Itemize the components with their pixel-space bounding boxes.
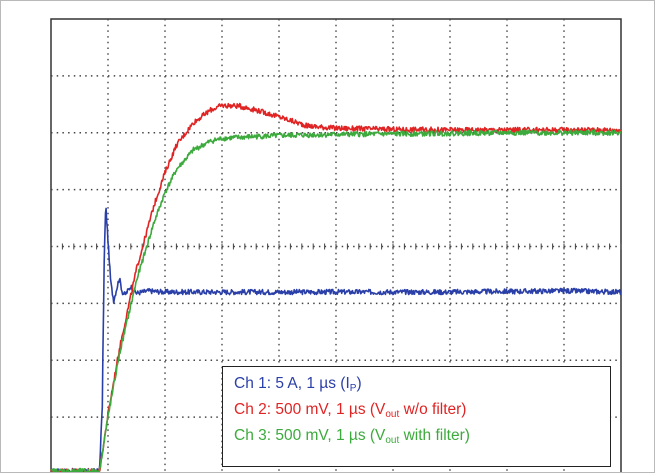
legend-entry-ch1: Ch 1: 5 A, 1 µs (IP) <box>234 373 610 399</box>
legend-ch1-sub: P <box>349 383 357 394</box>
trace-ch1 <box>50 207 622 472</box>
trace-ch2 <box>50 102 622 472</box>
legend-ch1-prefix: Ch 1: 5 A, 1 µs (I <box>234 375 350 392</box>
legend-ch3-suffix: with filter) <box>399 427 470 444</box>
legend-entry-ch2: Ch 2: 500 mV, 1 µs (Vout w/o filter) <box>234 399 610 425</box>
legend: Ch 1: 5 A, 1 µs (IP) Ch 2: 500 mV, 1 µs … <box>222 366 611 467</box>
legend-entry-ch3: Ch 3: 500 mV, 1 µs (Vout with filter) <box>234 425 610 451</box>
legend-ch3-prefix: Ch 3: 500 mV, 1 µs (V <box>234 427 386 444</box>
traces <box>50 102 622 472</box>
trace-ch3 <box>50 129 622 472</box>
legend-ch1-suffix: ) <box>356 375 362 392</box>
legend-ch2-prefix: Ch 2: 500 mV, 1 µs (V <box>234 401 386 418</box>
legend-ch2-sub: out <box>385 409 400 420</box>
legend-ch2-suffix: w/o filter) <box>399 401 467 418</box>
legend-ch3-sub: out <box>385 435 400 446</box>
